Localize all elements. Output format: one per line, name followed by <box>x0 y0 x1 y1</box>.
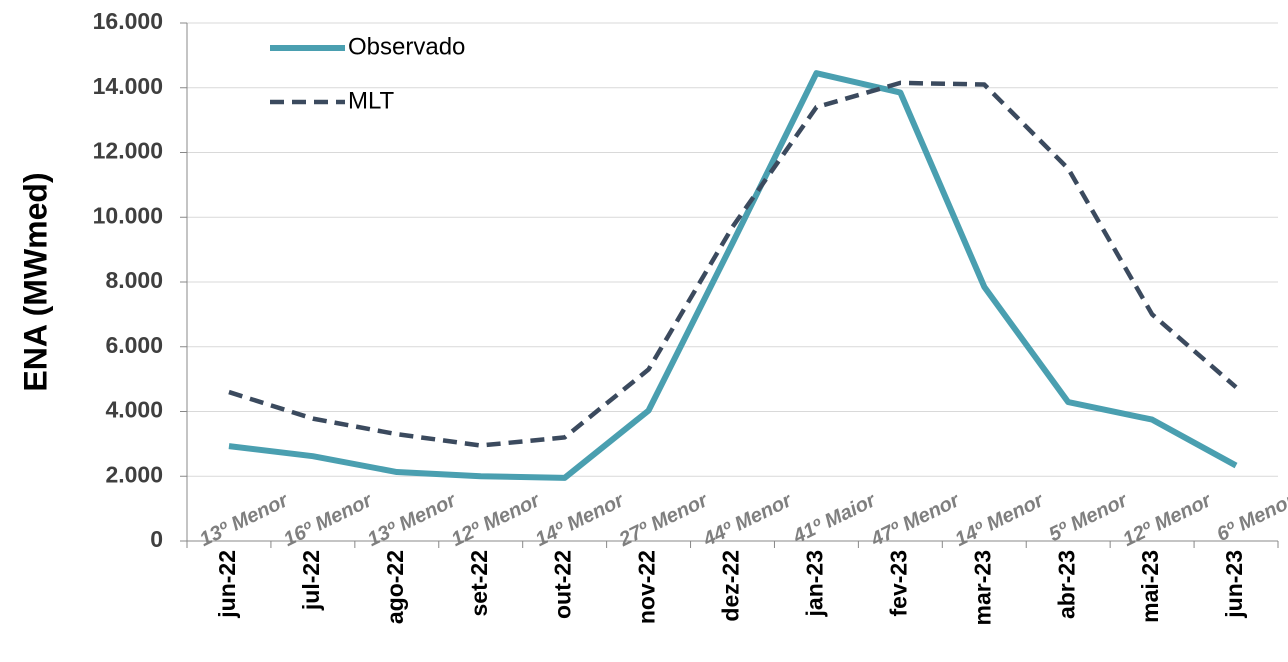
rank-label: 44º Menor <box>699 489 796 551</box>
x-tick-label: jun-22 <box>214 550 240 619</box>
x-tick-label: dez-22 <box>718 550 744 622</box>
x-tick-label: jun-23 <box>1221 550 1247 619</box>
y-tick-label: 16.000 <box>93 8 163 34</box>
x-tick-label: mar-23 <box>969 550 995 625</box>
legend-label: Observado <box>348 33 465 60</box>
legend-label: MLT <box>348 87 395 114</box>
y-tick-label: 14.000 <box>93 73 163 99</box>
x-tick-label: set-22 <box>466 550 492 616</box>
series-line <box>228 80 1238 448</box>
y-tick-label: 2.000 <box>105 461 163 487</box>
y-tick-label: 6.000 <box>105 332 163 358</box>
rank-label: 14º Menor <box>952 489 1048 551</box>
rank-label: 14º Menor <box>532 489 628 551</box>
x-tick-label: abr-23 <box>1053 550 1079 619</box>
rank-label: 6º Menor <box>1213 489 1288 546</box>
y-tick-label: 4.000 <box>105 397 163 423</box>
x-tick-label: jul-22 <box>298 550 324 611</box>
x-tick-label: nov-22 <box>634 550 660 624</box>
rank-label: 41º Maior <box>789 489 880 549</box>
y-tick-label: 8.000 <box>105 267 163 293</box>
rank-label: 47º Menor <box>867 489 964 551</box>
rank-label: 13º Menor <box>196 489 292 551</box>
x-tick-label: out-22 <box>550 550 576 619</box>
y-axis-title: ENA (MWmed) <box>17 172 53 391</box>
x-tick-label: ago-22 <box>382 550 408 624</box>
x-tick-label: mai-23 <box>1137 550 1163 623</box>
rank-label: 16º Menor <box>280 489 376 551</box>
y-tick-label: 12.000 <box>93 138 163 164</box>
rank-label: 13º Menor <box>364 489 460 551</box>
series-line <box>228 70 1238 481</box>
y-tick-label: 10.000 <box>93 202 163 228</box>
x-tick-label: fev-23 <box>885 550 911 616</box>
rank-label: 27º Menor <box>615 489 712 551</box>
y-tick-label: 0 <box>150 526 163 552</box>
rank-label: 12º Menor <box>1119 489 1215 551</box>
rank-label: 12º Menor <box>448 489 544 551</box>
rank-label: 5º Menor <box>1046 489 1132 546</box>
x-tick-label: jan-23 <box>802 550 828 617</box>
